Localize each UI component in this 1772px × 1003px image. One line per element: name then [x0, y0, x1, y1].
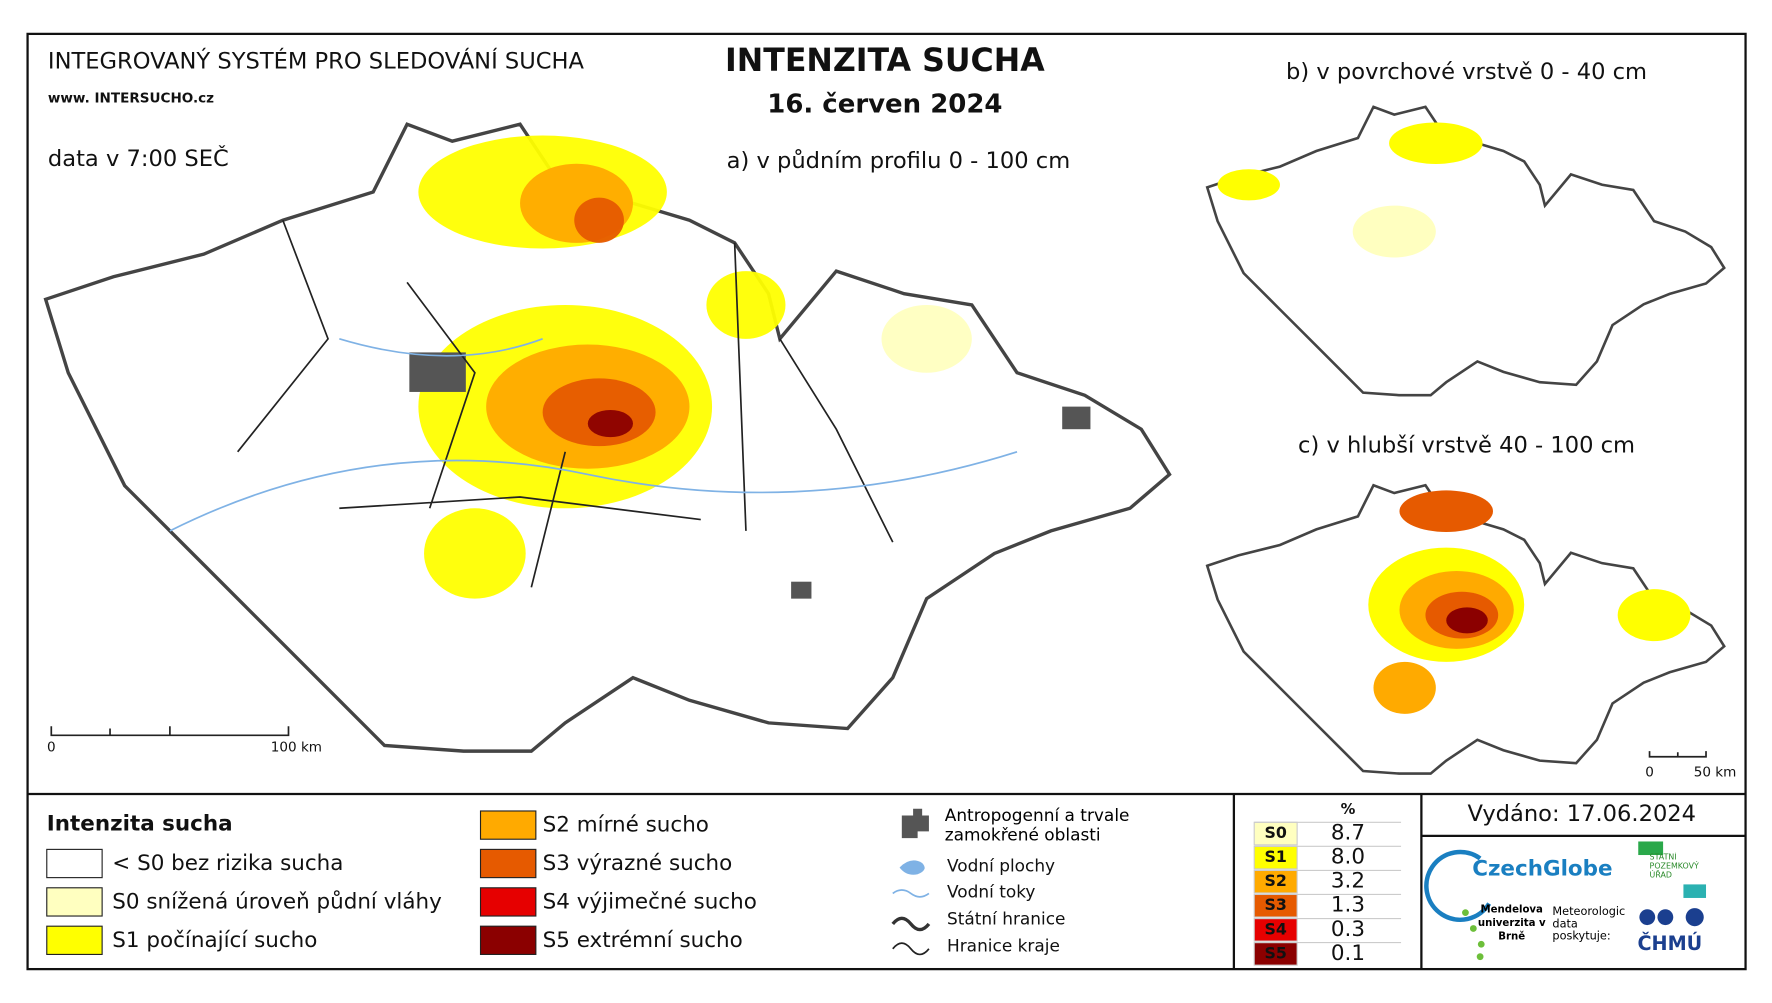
stats-percent: 8.0 [1331, 845, 1365, 870]
legend-swatch [46, 925, 103, 955]
legend-label: S3 výrazné sucho [543, 851, 733, 876]
symbol-label-box: Antropogenní a trvale zamokřené oblasti [944, 806, 1130, 845]
data-time: data v 7:00 SEČ [48, 144, 229, 172]
website: www. INTERSUCHO.cz [48, 90, 214, 106]
date: 16. červen 2024 [767, 90, 1002, 120]
legend-label: S2 mírné sucho [543, 813, 709, 838]
logo-mendelu: Mendelova univerzita v Brně [1477, 904, 1546, 944]
stats-class: S3 [1264, 895, 1286, 914]
symbol-label: Státní hranice [947, 908, 1066, 928]
issued-date: Vydáno: 17.06.2024 [1467, 801, 1696, 827]
legend-swatch [46, 848, 103, 879]
legend-label: S4 výjimečné sucho [543, 889, 757, 914]
logo-chmi: ČHMÚ [1637, 931, 1702, 955]
legend-swatch [479, 925, 537, 955]
stats-percent: 0.3 [1331, 917, 1365, 942]
stats-percent: 8.7 [1331, 821, 1365, 846]
logo-mendelu-box: Mendelova univerzita v Brně [1477, 904, 1546, 944]
legend-swatch [479, 848, 537, 879]
logo-chmi-mark [1639, 908, 1704, 927]
legend: < S0 bez rizika sucha S0 snížená úroveň p… [46, 810, 757, 955]
symbol-label: Antropogenní a trvale zamokřené oblasti [944, 806, 1130, 845]
legend-label: < S0 bez rizika sucha [112, 851, 343, 876]
map-b [1205, 105, 1726, 397]
map-a [43, 122, 1172, 753]
symbol-label: Vodní plochy [947, 855, 1055, 875]
stats-class: S5 [1264, 943, 1286, 962]
stats-class: S2 [1264, 871, 1286, 890]
legend-swatch [46, 887, 103, 917]
stats-table: S0 8.7 S1 8.0 S2 3.2 S3 1.3 S4 0.3 S5 0.1 [1253, 821, 1402, 966]
legend-title: Intenzita sucha [47, 812, 233, 837]
chmi-note-box: Meteorologická data poskytuje: [1552, 905, 1625, 944]
legend-swatch [479, 810, 537, 840]
logo-dots [1462, 909, 1485, 961]
scale-label: 100 km [271, 740, 322, 756]
stats-class: S1 [1264, 847, 1286, 866]
legend-label: S1 počínající sucho [112, 928, 317, 953]
logo-spu: STÁTNÍ POZEMKOVÝ ÚŘAD [1649, 852, 1699, 880]
logo-arc [1424, 849, 1492, 923]
map-a-title: a) v půdním profilu 0 - 100 cm [727, 147, 1071, 174]
legend-swatch [479, 887, 537, 917]
stats-percent: 3.2 [1331, 869, 1365, 894]
logo-spu-box: STÁTNÍ POZEMKOVÝ ÚŘAD [1649, 852, 1699, 880]
legend-label: S0 snížená úroveň půdní vláhy [112, 889, 442, 914]
symbol-icons [891, 808, 931, 956]
legend-label: S5 extrémní sucho [543, 928, 743, 953]
scale-bar-small [1648, 751, 1707, 758]
system-name: INTEGROVANÝ SYSTÉM PRO SLEDOVÁNÍ SUCHA [48, 47, 585, 75]
map-b-title: b) v povrchové vrstvě 0 - 40 cm [1286, 59, 1647, 85]
symbol-label: Vodní toky [947, 881, 1035, 901]
symbol-labels: Antropogenní a trvale zamokřené oblasti V… [944, 806, 1130, 956]
stats-header: % [1341, 801, 1356, 818]
logo-czechglobe: CzechGlobe [1472, 857, 1612, 882]
scale-label: 50 km [1694, 765, 1737, 781]
stats-class: S4 [1264, 919, 1286, 938]
stats-percent: 0.1 [1331, 941, 1365, 966]
scale-label: 0 [47, 740, 56, 756]
logo-mark [1638, 841, 1664, 856]
map-c-title: c) v hlubší vrstvě 40 - 100 cm [1298, 433, 1635, 459]
map-c [1205, 483, 1726, 775]
stats-percent: 1.3 [1331, 893, 1365, 918]
stats-class: S0 [1264, 823, 1286, 842]
title: INTENZITA SUCHA [725, 43, 1045, 79]
scale-label: 0 [1645, 765, 1654, 781]
logo-mark [1683, 884, 1707, 898]
symbol-label: Hranice kraje [947, 936, 1060, 956]
chmi-note: Meteorologická data poskytuje: [1552, 905, 1625, 944]
scale-bar-main [50, 726, 290, 737]
